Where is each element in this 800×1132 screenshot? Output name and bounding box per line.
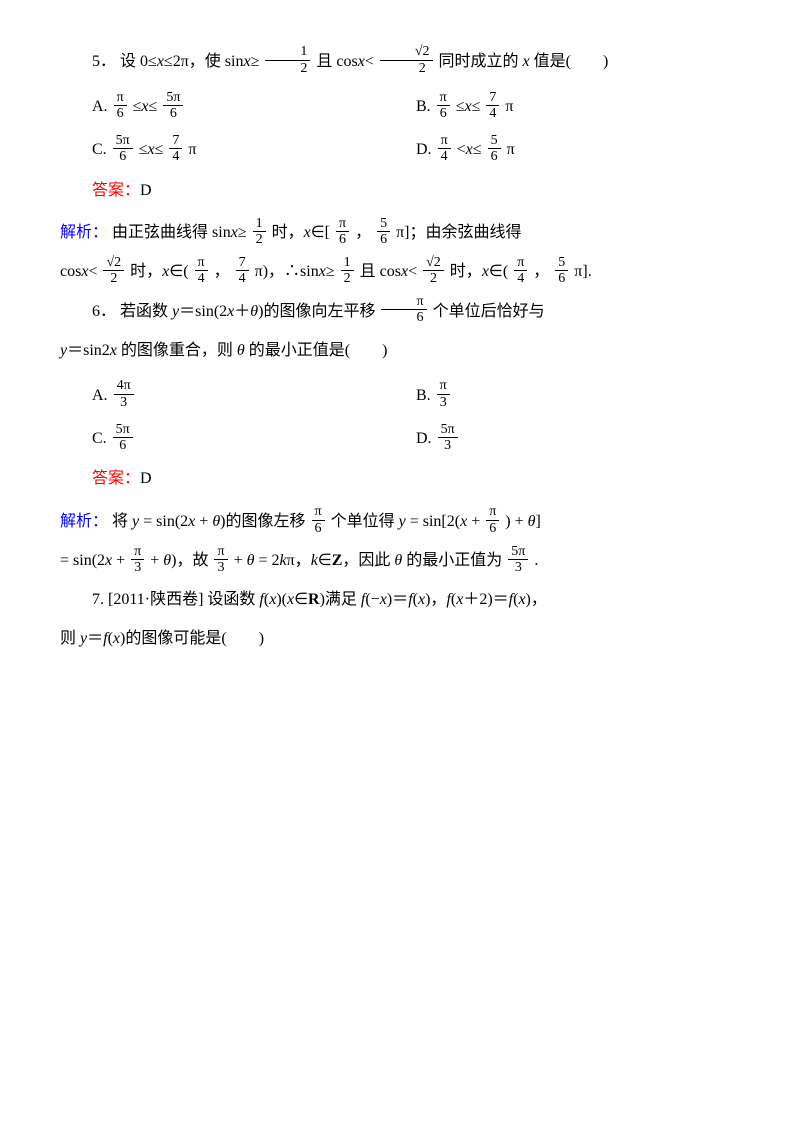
q6-opt-c[interactable]: C. 5π6 [92,421,416,456]
q6-stem: 6． 若函数 y＝sin(2x＋θ)的图像向左平移 π6 个单位后恰好与 [60,294,740,329]
q6-analysis: 解析： 将 y = sin(2x + θ)的图像左移 π6 个单位得 y = s… [60,504,740,539]
q6-answer: 答案：D [92,466,740,492]
q6-number: 6． [92,303,116,320]
q5-analysis: 解析： 由正弦曲线得 sinx≥ 12 时，x∈[ π6 ， 56 π]；由余弦… [60,215,740,250]
frac-1-2: 12 [265,44,310,76]
q6-opt-d[interactable]: D. 5π3 [416,421,740,456]
q6-stem-2: y＝sin2x 的图像重合，则 θ 的最小正值是( ) [60,333,740,368]
q5-options: A. π6 ≤x≤ 5π6 B. π6 ≤x≤ 74 π C. 5π6 ≤x≤ … [92,85,740,171]
q6-opt-b[interactable]: B. π3 [416,378,740,413]
q6-analysis-2: = sin(2x + π3 + θ)，故 π3 + θ = 2kπ，k∈Z，因此… [60,543,740,578]
q5-opt-c[interactable]: C. 5π6 ≤x≤ 74 π [92,132,416,167]
q5-opt-a[interactable]: A. π6 ≤x≤ 5π6 [92,89,416,124]
q5-stem: 5． 设 0≤x≤2π，使 sinx≥ 12 且 cosx< √22 同时成立的… [60,44,740,79]
q5-answer: 答案：D [92,178,740,204]
q5-analysis-2: cosx< √22 时，x∈( π4 ， 74 π)，∴sinx≥ 12 且 c… [60,254,740,289]
q7-stem: 7. [2011·陕西卷] 设函数 f(x)(x∈R)满足 f(−x)＝f(x)… [60,582,740,617]
frac-rt2-2: √22 [380,44,433,76]
q5-opt-d[interactable]: D. π4 <x≤ 56 π [416,132,740,167]
q5-number: 5． [92,53,116,70]
q5-opt-b[interactable]: B. π6 ≤x≤ 74 π [416,89,740,124]
q6-opt-a[interactable]: A. 4π3 [92,378,416,413]
q6-options: A. 4π3 B. π3 C. 5π6 D. 5π3 [92,374,740,460]
q7-number: 7. [92,591,108,608]
q7-source: [2011·陕西卷] [108,591,203,608]
q7-stem-2: 则 y＝f(x)的图像可能是( ) [60,621,740,656]
